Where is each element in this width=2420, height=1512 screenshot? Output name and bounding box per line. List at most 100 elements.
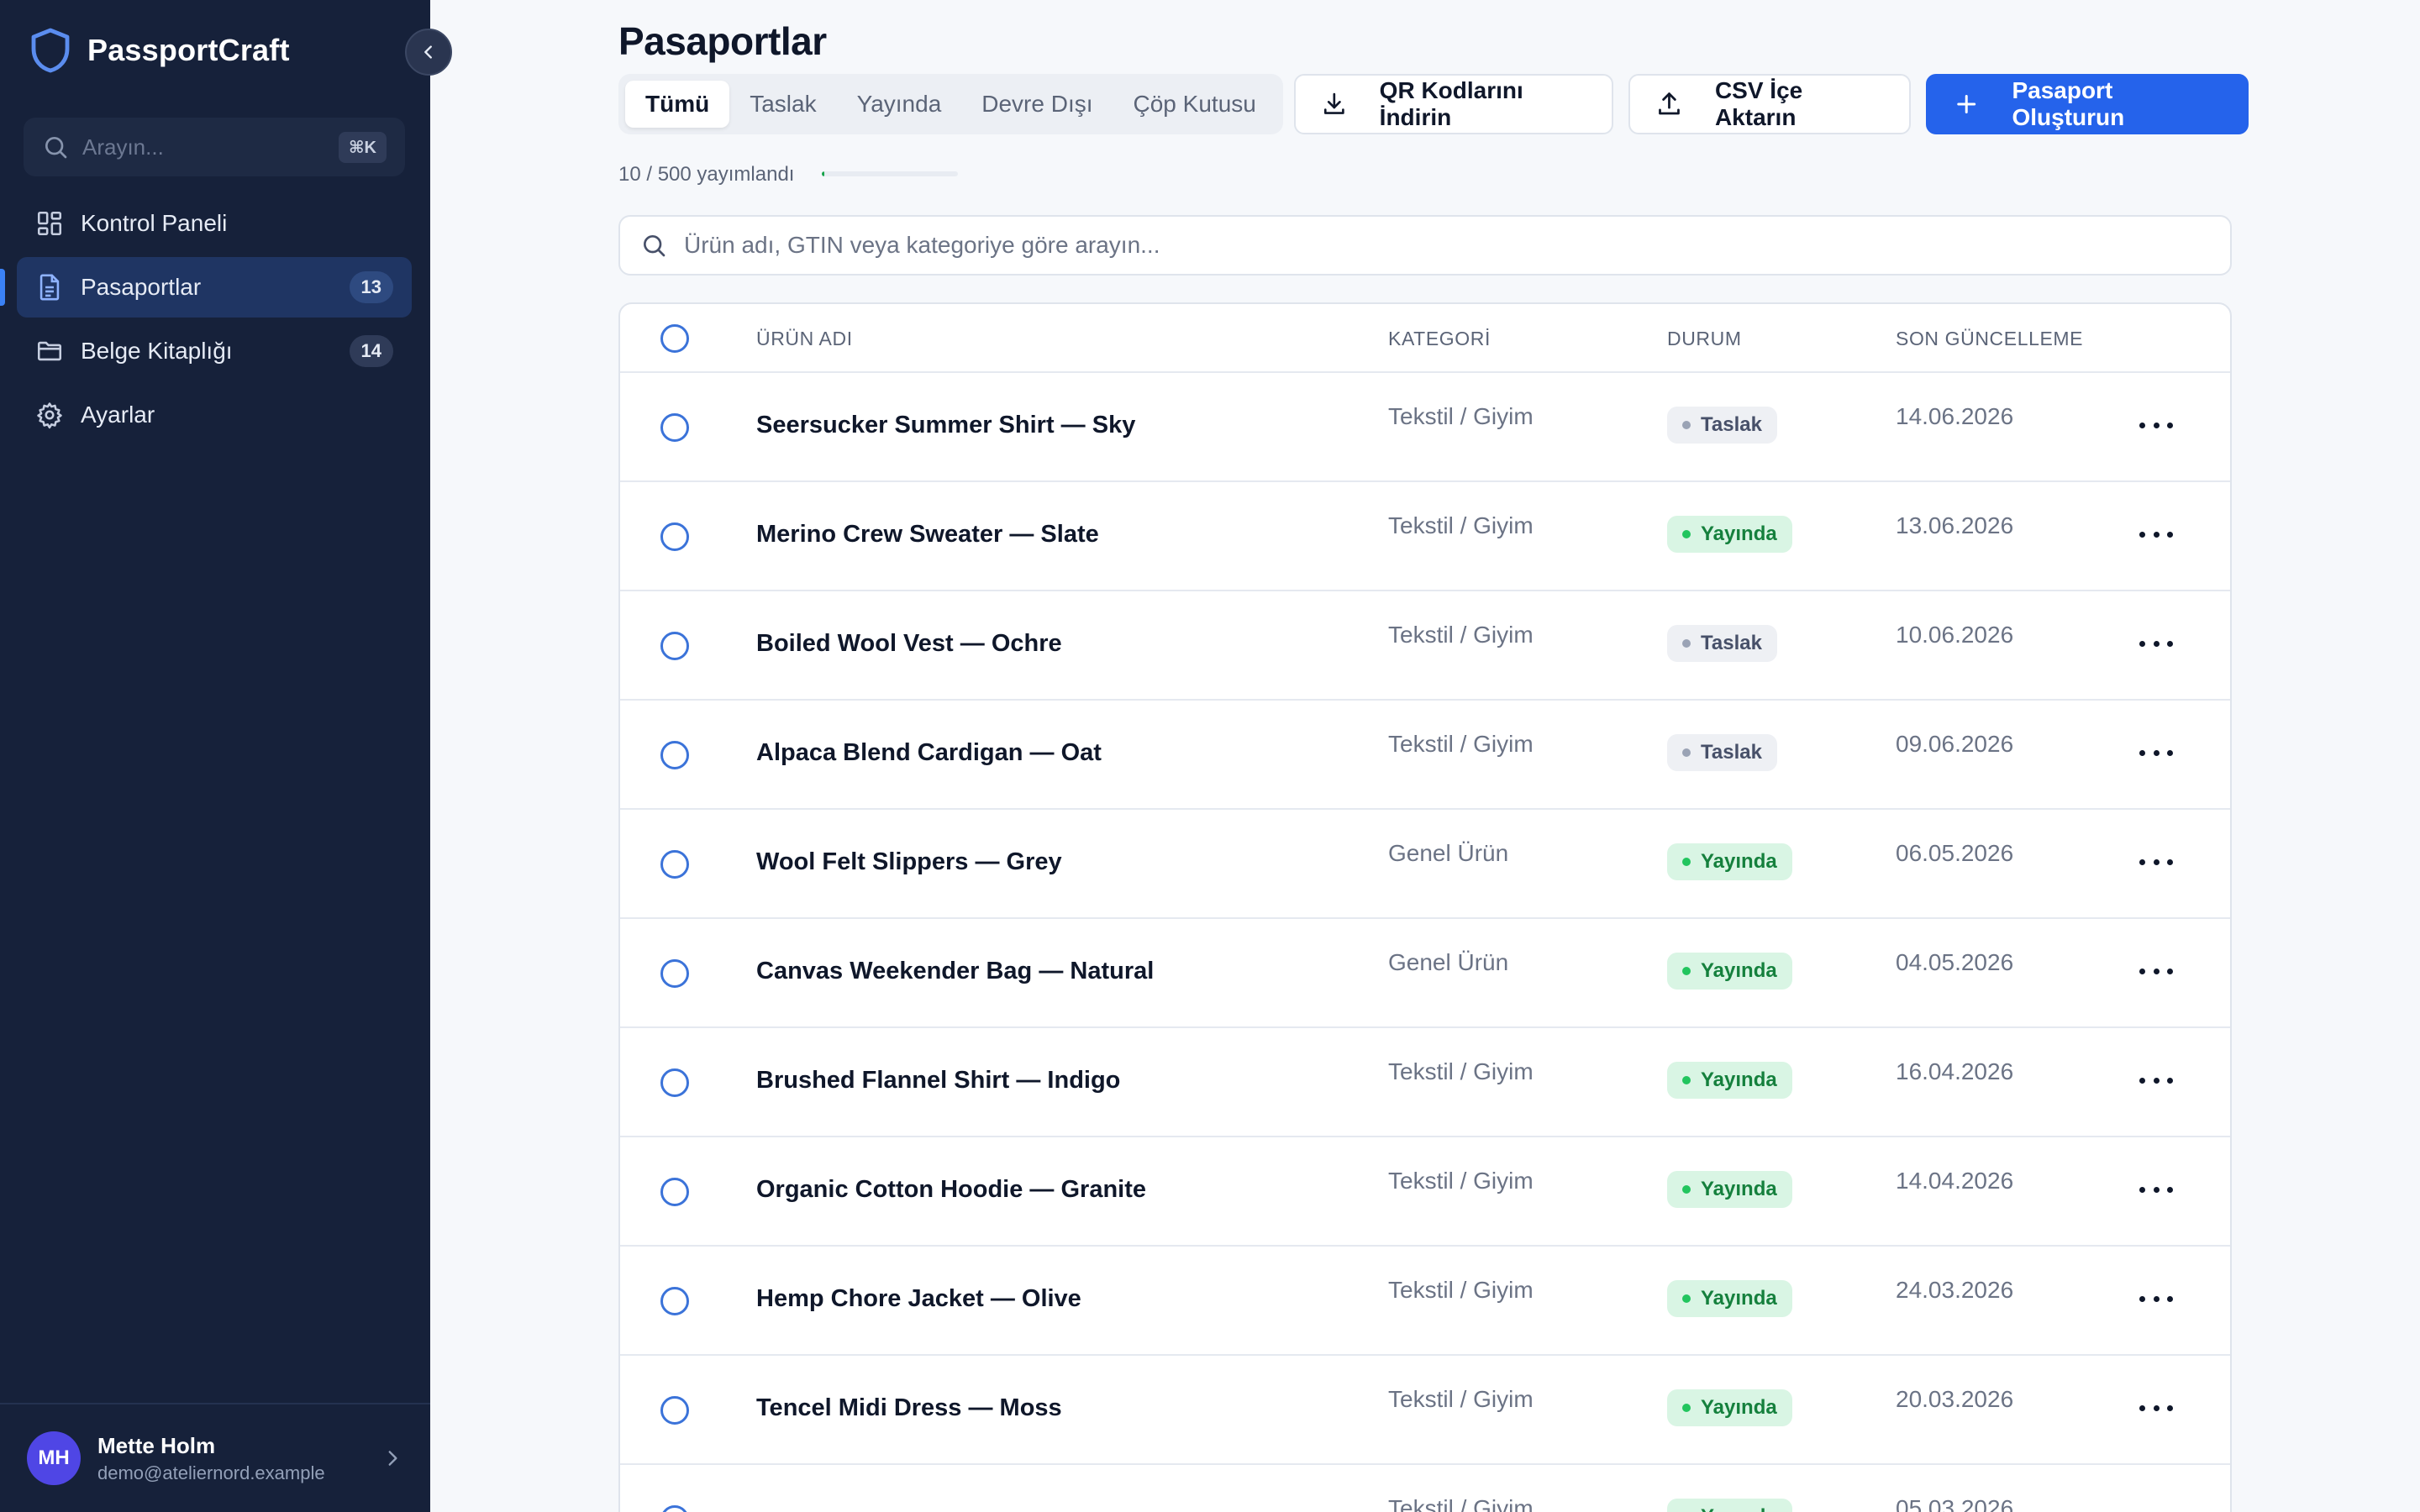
row-checkbox[interactable] [660,741,689,769]
more-actions-icon[interactable] [2139,1181,2173,1198]
product-category: Tekstil / Giyim [1388,1495,1534,1512]
brand[interactable]: PassportCraft [30,25,290,76]
more-actions-icon[interactable] [2139,526,2173,543]
table-row[interactable]: Hemp Chore Jacket — Olive Tekstil / Giyim… [620,1247,2230,1356]
product-name[interactable]: Wool Felt Slippers — Grey [756,848,1062,875]
table-row[interactable]: Brushed Flannel Shirt — Indigo Tekstil / … [620,1028,2230,1137]
table-row[interactable]: Alpaca Blend Cardigan — Oat Tekstil / Giy… [620,701,2230,810]
status-badge: Yayında [1667,1499,1792,1512]
product-category: Tekstil / Giyim [1388,1386,1534,1412]
product-category: Tekstil / Giyim [1388,1277,1534,1303]
table-row[interactable]: Merino Crew Sweater — Slate Tekstil / Giy… [620,482,2230,591]
product-name[interactable]: Boiled Wool Vest — Ochre [756,630,1062,657]
table-row[interactable]: Boiled Wool Vest — Ochre Tekstil / Giyim T… [620,591,2230,701]
folder-icon [37,341,62,361]
row-checkbox[interactable] [660,1396,689,1425]
product-name[interactable]: Tencel Midi Dress — Moss [756,1394,1062,1421]
last-updated-date: 24.03.2026 [1896,1277,2014,1303]
product-name[interactable]: Hemp Chore Jacket — Olive [756,1285,1081,1312]
plus-icon [1957,95,1976,113]
more-actions-icon[interactable] [2139,1509,2173,1512]
product-category: Tekstil / Giyim [1388,622,1534,648]
tab-all[interactable]: Tümü [625,81,730,128]
status-label: Taslak [1701,632,1762,654]
tab-disabled[interactable]: Devre Dışı [981,91,1093,117]
tab-published[interactable]: Yayında [856,91,942,117]
product-name[interactable]: Brushed Flannel Shirt — Indigo [756,1067,1121,1094]
user-name: Mette Holm [97,1432,216,1458]
sidebar-item-settings[interactable]: Ayarlar [17,385,412,445]
last-updated-date: 04.05.2026 [1896,949,2014,975]
user-profile[interactable]: MH Mette Holm demo@ateliernord.example [0,1403,430,1512]
status-dot [1682,1185,1691,1194]
product-name[interactable]: Organic Cotton Hoodie — Granite [756,1176,1147,1203]
row-checkbox[interactable] [660,1178,689,1206]
more-actions-icon[interactable] [2139,1072,2173,1089]
table-row[interactable]: Tekstil / Giyim Yayında 05.03.2026 [620,1465,2230,1512]
column-header-last-updated[interactable]: SON GÜNCELLEME [1896,328,2084,349]
more-actions-icon[interactable] [2139,853,2173,870]
chevron-right-icon [388,1451,397,1466]
sidebar-item-document-library[interactable]: Belge Kitaplığı 14 [17,321,412,381]
column-header-product-name[interactable]: ÜRÜN ADI [756,328,853,349]
collapse-sidebar-button[interactable] [405,29,452,76]
table-row[interactable]: Tencel Midi Dress — Moss Tekstil / Giyim Y… [620,1356,2230,1465]
row-checkbox[interactable] [660,1287,689,1315]
more-actions-icon[interactable] [2139,744,2173,761]
chevron-left-icon [424,45,432,59]
table-row[interactable]: Seersucker Summer Shirt — Sky Tekstil / G… [620,373,2230,482]
select-all-checkbox[interactable] [660,324,689,353]
status-dot [1682,1076,1691,1084]
more-actions-icon[interactable] [2139,635,2173,652]
more-actions-icon[interactable] [2139,1399,2173,1416]
tab-trash[interactable]: Çöp Kutusu [1133,91,1256,117]
product-name[interactable]: Canvas Weekender Bag — Natural [756,958,1155,984]
row-checkbox[interactable] [660,632,689,660]
publish-progress-text: 10 / 500 yayımlandı [618,163,795,186]
document-icon [39,274,60,301]
tab-draft[interactable]: Taslak [750,91,817,117]
table-row[interactable]: Wool Felt Slippers — Grey Genel Ürün Yayın… [620,810,2230,919]
row-checkbox[interactable] [660,1505,689,1512]
more-actions-icon[interactable] [2139,417,2173,433]
table-row[interactable]: Canvas Weekender Bag — Natural Genel Ürün… [620,919,2230,1028]
product-name[interactable]: Merino Crew Sweater — Slate [756,521,1099,548]
sidebar-search-input[interactable]: Arayın... ⌘K [24,118,405,176]
passport-search-input[interactable]: Ürün adı, GTIN veya kategoriye göre aray… [618,215,2232,276]
last-updated-date: 13.06.2026 [1896,512,2014,538]
more-actions-icon[interactable] [2139,1290,2173,1307]
row-checkbox[interactable] [660,850,689,879]
page-title: Pasaportlar [618,19,827,63]
more-actions-icon[interactable] [2139,963,2173,979]
column-header-category[interactable]: KATEGORİ [1388,328,1491,349]
status-label: Yayında [1701,1287,1777,1310]
download-qr-button[interactable]: QR Kodlarını İndirin [1294,74,1613,134]
sidebar-item-passports[interactable]: Pasaportlar 13 [0,257,412,318]
sidebar-item-dashboard[interactable]: Kontrol Paneli [17,193,412,254]
publish-progress-fill [822,171,825,176]
column-header-status[interactable]: DURUM [1667,328,1742,349]
last-updated-date: 06.05.2026 [1896,840,2014,866]
download-qr-label: QR Kodlarını İndirin [1379,77,1523,130]
product-category: Tekstil / Giyim [1388,1058,1534,1084]
product-category: Tekstil / Giyim [1388,731,1534,757]
sidebar-item-label: Pasaportlar [81,274,202,300]
count-badge: 14 [349,335,393,367]
create-passport-button[interactable]: Pasaport Oluşturun [1926,74,2249,134]
status-dot [1682,421,1691,429]
product-name[interactable]: Alpaca Blend Cardigan — Oat [756,739,1102,766]
row-checkbox[interactable] [660,1068,689,1097]
avatar: MH [27,1431,81,1485]
row-checkbox[interactable] [660,522,689,551]
status-badge: Taslak [1667,625,1777,662]
product-name[interactable]: Seersucker Summer Shirt — Sky [756,412,1136,438]
status-badge: Yayında [1667,516,1792,553]
import-csv-button[interactable]: CSV İçe Aktarın [1628,74,1911,134]
table-row[interactable]: Organic Cotton Hoodie — Granite Tekstil /… [620,1137,2230,1247]
status-badge: Yayında [1667,1280,1792,1317]
status-badge: Yayında [1667,1171,1792,1208]
row-checkbox[interactable] [660,413,689,442]
status-dot [1682,1404,1691,1412]
gear-icon [37,402,62,429]
row-checkbox[interactable] [660,959,689,988]
